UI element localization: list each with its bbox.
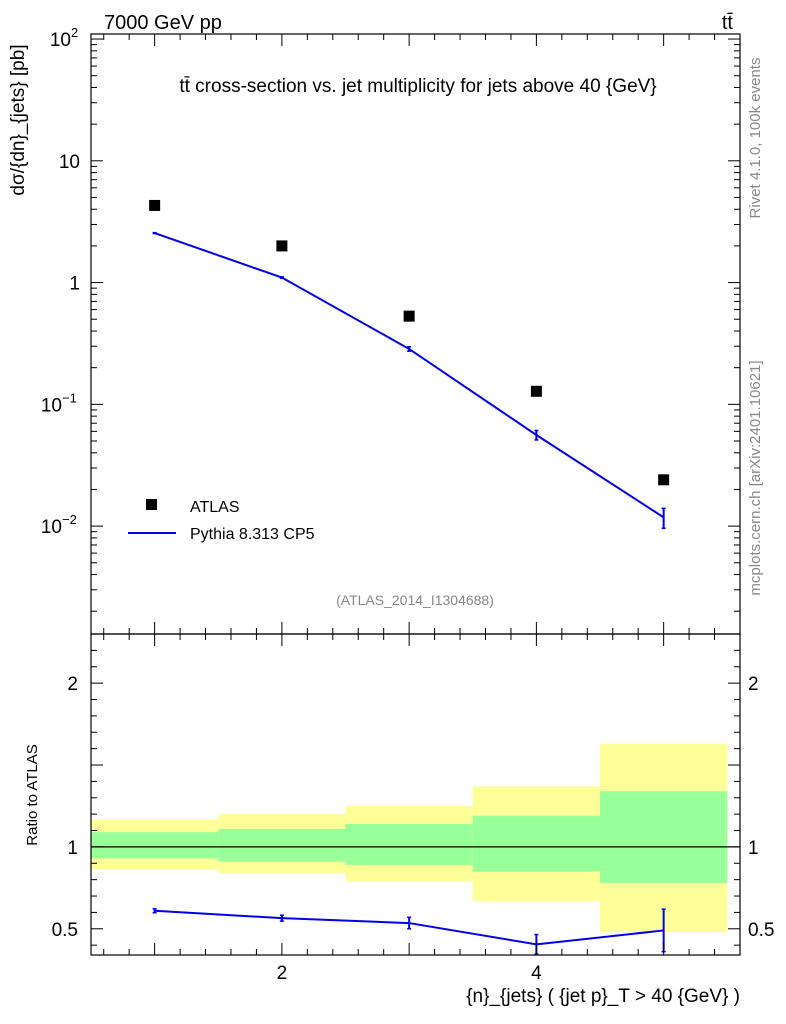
ratio-inner-band [218, 828, 346, 862]
x-tick-label: 2 [277, 963, 288, 984]
mcplots-label: mcplots.cern.ch [arXiv:2401.10621] [747, 360, 764, 595]
y-tick-label: 10 [41, 395, 62, 416]
chart-title: tt̄ cross-section vs. jet multiplicity f… [179, 76, 656, 97]
atlas-data-point [658, 474, 670, 486]
main-frame [90, 33, 741, 635]
ratio-y-tick-label-right: 2 [748, 674, 759, 695]
y-tick-exponent: −2 [62, 512, 77, 527]
atlas-data-point [530, 385, 542, 397]
y-tick-label: 10 [59, 152, 80, 173]
ratio-y-tick-label-left: 2 [67, 674, 78, 695]
ratio-bands [91, 743, 728, 933]
legend: ATLAS Pythia 8.313 CP5 [128, 499, 315, 543]
atlas-data-point [276, 240, 288, 252]
header-right: tt̄ [722, 12, 734, 34]
x-tick-label: 4 [531, 963, 542, 984]
header-left: 7000 GeV pp [104, 12, 222, 34]
atlas-data-point [403, 310, 415, 322]
x-axis-label: {n}_{jets} ( {jet p}_T > 40 {GeV} ) [466, 986, 740, 1007]
ratio-inner-band [345, 823, 473, 865]
atlas-data-point [149, 199, 161, 211]
main-y-axis-label: dσ/{dn}_{jets} [pb] [8, 44, 29, 195]
legend-atlas-marker [146, 499, 157, 510]
ratio-y-tick-label-right: 1 [748, 838, 759, 859]
ratio-inner-band [600, 791, 728, 883]
main-tick-marks [91, 34, 740, 634]
y-tick-label: 1 [69, 274, 80, 295]
ratio-frame [90, 633, 741, 956]
ratio-y-tick-label-right: 0.5 [748, 920, 774, 941]
analysis-watermark: (ATLAS_2014_I1304688) [336, 592, 494, 608]
ratio-y-tick-label-left: 1 [67, 838, 78, 859]
main-series-layer [149, 199, 670, 530]
y-tick-label: 10 [41, 517, 62, 538]
legend-mc-label: Pythia 8.313 CP5 [190, 526, 315, 543]
mc-line [154, 232, 665, 519]
ratio-y-tick-label-left: 0.5 [52, 920, 78, 941]
ratio-inner-band [472, 815, 601, 872]
y-tick-exponent: −1 [62, 390, 77, 405]
ratio-tick-marks [91, 634, 740, 955]
y-tick-exponent: 2 [71, 25, 78, 40]
rivet-label: Rivet 4.1.0, 100k events [747, 58, 764, 219]
y-tick-label: 10 [50, 30, 71, 51]
ratio-y-tick-labels: 0.5 0.5 1 1 2 2 [52, 674, 775, 941]
ratio-y-axis-label: Ratio to ATLAS [24, 744, 41, 845]
ratio-inner-band [91, 832, 219, 859]
legend-atlas-label: ATLAS [190, 499, 240, 516]
